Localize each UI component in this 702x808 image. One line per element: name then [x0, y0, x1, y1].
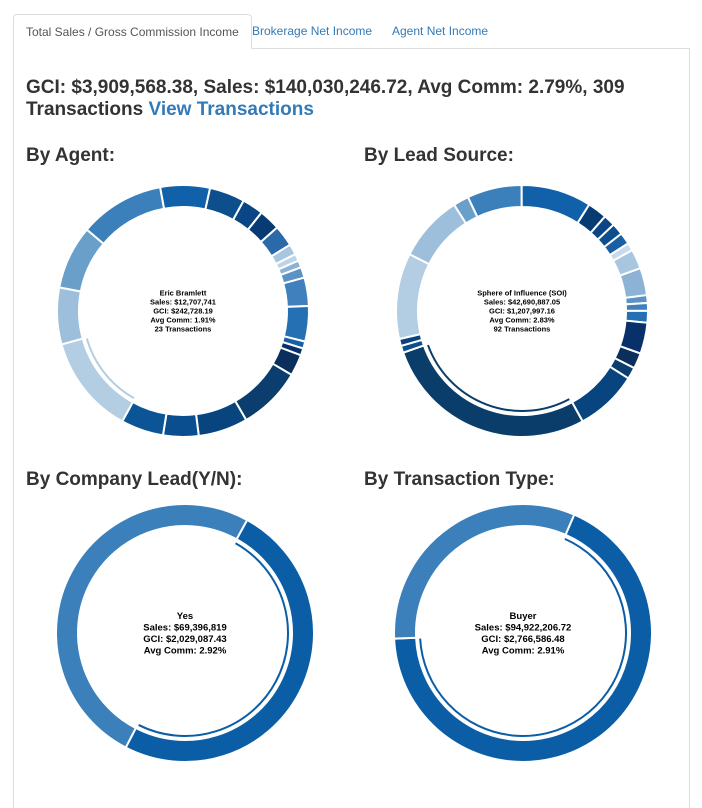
lead-source-slice[interactable]: [401, 344, 585, 438]
lead-source-donut-chart: Sphere of Influence (SOI)Sales: $42,690,…: [395, 183, 650, 438]
view-transactions-link[interactable]: View Transactions: [148, 99, 314, 120]
lead-source-center-label: GCI: $1,207,997.16: [489, 307, 555, 316]
by-company-lead-title: By Company Lead(Y/N):: [26, 469, 243, 490]
lead-source-center-label: 92 Transactions: [494, 325, 551, 334]
summary-text: GCI: $3,909,568.38, Sales: $140,030,246.…: [26, 77, 625, 120]
transaction-type-slice[interactable]: [393, 513, 653, 763]
agent-slice[interactable]: [158, 184, 212, 211]
lead-source-center-label: Sphere of Influence (SOI): [477, 289, 567, 298]
transaction-type-center-label: Sales: $94,922,206.72: [475, 622, 572, 633]
company-lead-center-label: Avg Comm: 2.92%: [144, 645, 227, 656]
lead-source-slice[interactable]: [408, 203, 468, 266]
transaction-type-selected-indicator: [419, 537, 627, 737]
tab-agent-net-income[interactable]: Agent Net Income: [392, 24, 489, 38]
by-agent-title: By Agent:: [26, 145, 116, 166]
agent-slice[interactable]: [233, 362, 294, 422]
agent-slice[interactable]: [60, 337, 135, 423]
transaction-type-center-label: GCI: $2,766,586.48: [481, 634, 564, 645]
company-lead-selected-indicator: [138, 542, 290, 737]
tab-bar: Total Sales / Gross Commission Income Br…: [13, 14, 690, 49]
by-lead-source-title: By Lead Source:: [364, 145, 514, 166]
agent-center-label: 23 Transactions: [155, 325, 212, 334]
agent-slice[interactable]: [161, 412, 200, 438]
lead-source-slice[interactable]: [570, 365, 630, 423]
agent-slice[interactable]: [120, 400, 168, 437]
agent-selected-indicator: [85, 338, 135, 400]
company-lead-center-label: Sales: $69,396,819: [143, 622, 226, 633]
agent-center-label: Avg Comm: 1.91%: [150, 316, 215, 325]
agent-center-label: GCI: $242,728.19: [153, 307, 213, 316]
company-lead-center-label: GCI: $2,029,087.43: [143, 634, 226, 645]
summary-line: GCI: $3,909,568.38, Sales: $140,030,246.…: [26, 77, 666, 121]
agent-slice[interactable]: [56, 286, 84, 346]
agent-slice[interactable]: [85, 185, 166, 246]
tab-panel: [13, 48, 690, 808]
agent-center-label: Sales: $12,707,741: [150, 298, 216, 307]
lead-source-center-label: Sales: $42,690,887.05: [484, 298, 560, 307]
agent-center-label: Eric Bramlett: [160, 289, 207, 298]
lead-source-center-label: Avg Comm: 2.83%: [489, 316, 554, 325]
lead-source-slice[interactable]: [466, 183, 523, 219]
company-lead-slice[interactable]: [55, 503, 249, 749]
lead-source-slice[interactable]: [395, 252, 431, 341]
lead-source-slice[interactable]: [624, 301, 650, 312]
tab-total-sales[interactable]: Total Sales / Gross Commission Income: [13, 14, 252, 49]
transaction-type-slice[interactable]: [393, 503, 576, 640]
transaction-type-center-label: Avg Comm: 2.91%: [482, 645, 565, 656]
transaction-type-center-label: Buyer: [510, 611, 537, 622]
lead-source-selected-indicator: [427, 344, 570, 412]
company-lead-center-label: Yes: [177, 611, 193, 622]
lead-source-slice[interactable]: [520, 184, 591, 225]
tab-brokerage-net-income[interactable]: Brokerage Net Income: [252, 24, 373, 38]
agent-slice[interactable]: [282, 276, 310, 308]
by-transaction-type-title: By Transaction Type:: [364, 469, 555, 490]
agent-slice[interactable]: [194, 399, 248, 438]
